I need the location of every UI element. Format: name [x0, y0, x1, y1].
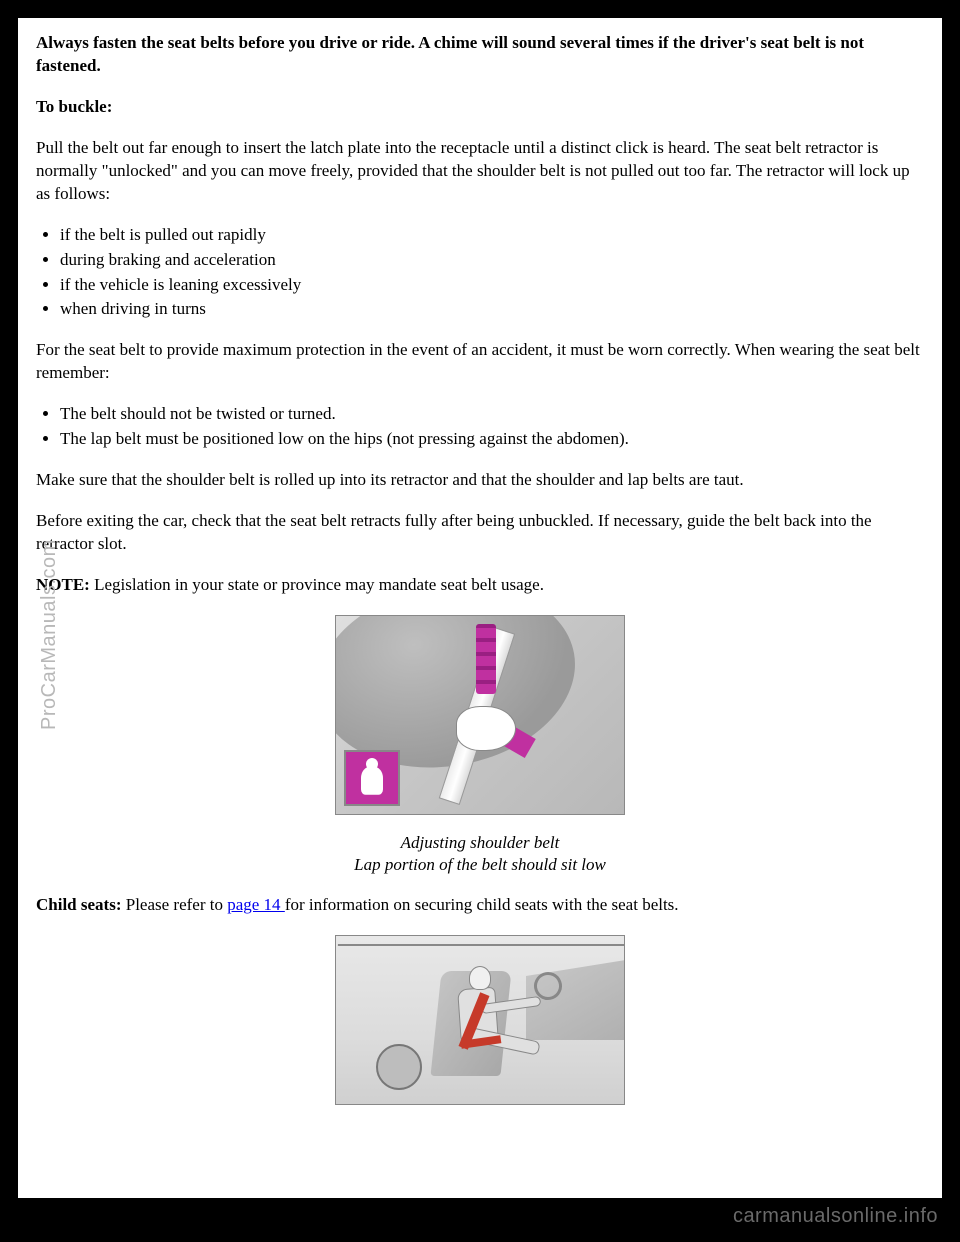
footer-url: carmanualsonline.info	[733, 1205, 938, 1228]
buckle-heading: To buckle:	[36, 96, 924, 119]
child-seats-post: for information on securing child seats …	[285, 895, 679, 914]
figure-2-wrap	[36, 935, 924, 1112]
note-label: NOTE:	[36, 575, 90, 594]
pregnancy-inset-icon	[344, 750, 400, 806]
wear-rules-list: The belt should not be twisted or turned…	[36, 403, 924, 451]
child-seats-pre: Please refer to	[121, 895, 227, 914]
list-item: during braking and acceleration	[60, 249, 924, 272]
page-14-link[interactable]: page 14	[227, 895, 285, 914]
person-head	[469, 966, 491, 990]
wheel-shape	[376, 1044, 422, 1090]
figure-1-caption: Adjusting shoulder belt Lap portion of t…	[36, 832, 924, 876]
wear-intro: For the seat belt to provide maximum pro…	[36, 339, 924, 385]
list-item: The belt should not be twisted or turned…	[60, 403, 924, 426]
shoulder-para: Make sure that the shoulder belt is roll…	[36, 469, 924, 492]
retract-para: Before exiting the car, check that the s…	[36, 510, 924, 556]
figure-adjusting-shoulder-belt	[335, 615, 625, 815]
person-shape	[451, 966, 541, 1071]
list-item: if the belt is pulled out rapidly	[60, 224, 924, 247]
document-page: Always fasten the seat belts before you …	[18, 18, 942, 1198]
child-seats-label: Child seats:	[36, 895, 121, 914]
belt-height-adjuster	[476, 624, 496, 694]
figure-1-wrap	[36, 615, 924, 822]
figure-seated-belt-position	[335, 935, 625, 1105]
list-item: when driving in turns	[60, 298, 924, 321]
inset-body	[361, 767, 383, 795]
buckle-intro: Pull the belt out far enough to insert t…	[36, 137, 924, 206]
caption-line-2: Lap portion of the belt should sit low	[354, 855, 606, 874]
note-para: NOTE: Legislation in your state or provi…	[36, 574, 924, 597]
list-item: if the vehicle is leaning excessively	[60, 274, 924, 297]
intro-warning: Always fasten the seat belts before you …	[36, 32, 924, 78]
caption-line-1: Adjusting shoulder belt	[401, 833, 560, 852]
child-seats-para: Child seats: Please refer to page 14 for…	[36, 894, 924, 917]
note-text: Legislation in your state or province ma…	[90, 575, 544, 594]
list-item: The lap belt must be positioned low on t…	[60, 428, 924, 451]
hand-shape	[456, 706, 516, 751]
lock-conditions-list: if the belt is pulled out rapidly during…	[36, 224, 924, 322]
